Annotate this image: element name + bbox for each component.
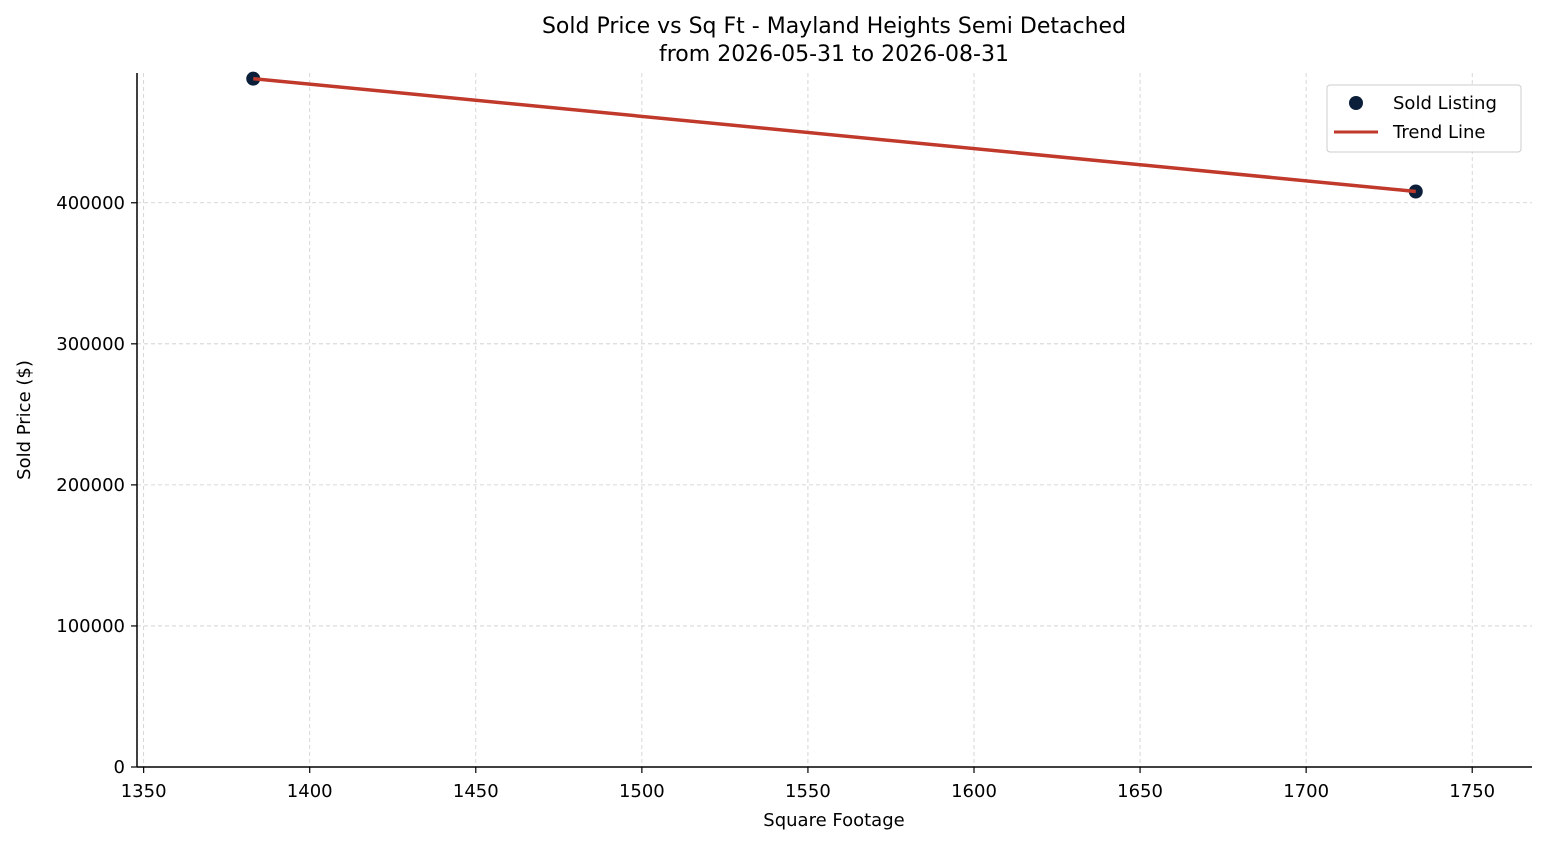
y-tick-label: 100000 [56, 616, 125, 637]
x-tick-label: 1700 [1283, 781, 1329, 802]
x-tick-label: 1400 [287, 781, 333, 802]
x-tick-label: 1750 [1449, 781, 1495, 802]
y-ticks: 0 100000 200000 300000 400000 [56, 193, 137, 778]
x-tick-label: 1350 [121, 781, 167, 802]
x-tick-label: 1550 [785, 781, 831, 802]
trend-line [253, 76, 1416, 194]
grid [137, 73, 1532, 768]
y-tick-label: 0 [114, 757, 125, 778]
series-layer [246, 71, 1423, 199]
legend: Sold Listing Trend Line [1326, 84, 1522, 153]
legend-label-sold-listing: Sold Listing [1393, 93, 1497, 114]
legend-marker-sold-listing [1349, 96, 1363, 110]
x-tick-label: 1500 [619, 781, 665, 802]
y-tick-label: 300000 [56, 334, 125, 355]
x-ticks: 1350 1400 1450 1500 1550 1600 1650 1700 1750 [121, 767, 1495, 802]
legend-box [1326, 84, 1522, 153]
y-tick-label: 400000 [56, 193, 125, 214]
y-axis-label: Sold Price ($) [14, 360, 35, 480]
x-axis-label: Square Footage [763, 810, 904, 831]
x-tick-label: 1600 [951, 781, 997, 802]
legend-label-trend-line: Trend Line [1392, 122, 1486, 143]
y-tick-label: 200000 [56, 475, 125, 496]
chart-subtitle: from 2026-05-31 to 2026-08-31 [659, 42, 1009, 67]
chart-title: Sold Price vs Sq Ft - Mayland Heights Se… [542, 14, 1126, 39]
x-tick-label: 1450 [453, 781, 499, 802]
x-tick-label: 1650 [1117, 781, 1163, 802]
